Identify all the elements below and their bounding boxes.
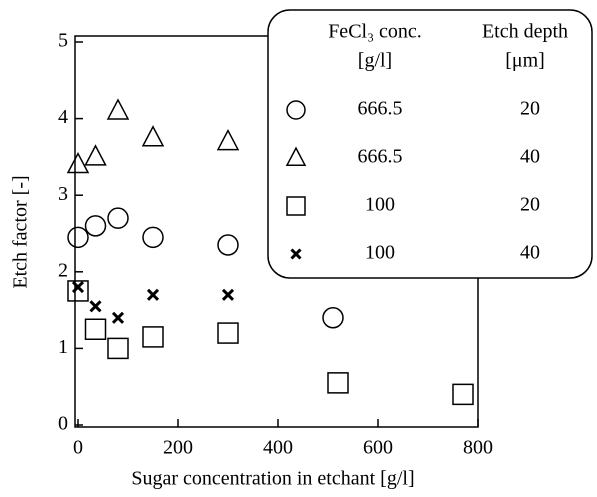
y-tick-label: 1: [58, 336, 68, 358]
square-marker: [217, 322, 239, 344]
circle-marker: [84, 215, 107, 237]
circle-marker: [286, 100, 306, 120]
y-tick-label: 4: [58, 106, 68, 128]
triangle-marker: [216, 128, 240, 151]
y-tick-label: 0: [58, 413, 68, 435]
x-tick-label: 200: [163, 437, 193, 459]
square-marker: [84, 318, 107, 340]
triangle-marker: [84, 144, 107, 166]
cross-marker: [290, 248, 302, 260]
legend-depth: 20: [520, 194, 540, 216]
triangle-marker: [141, 125, 165, 147]
square-marker: [286, 196, 306, 216]
legend-conc: 100: [365, 242, 395, 264]
square-marker: [327, 372, 349, 394]
square-marker: [67, 280, 89, 302]
legend-depth: 40: [520, 242, 540, 264]
legend-conc: 666.5: [358, 146, 403, 168]
triangle-marker: [66, 151, 90, 174]
square-marker: [142, 326, 164, 348]
legend-unit: [g/l]: [358, 50, 392, 72]
circle-marker: [322, 307, 344, 329]
y-axis-label: Etch factor [-]: [10, 175, 32, 288]
cross-marker: [111, 311, 125, 324]
legend-box: [267, 9, 593, 279]
y-tick-label: 3: [58, 183, 68, 205]
triangle-marker: [285, 146, 307, 166]
y-tick-label: 2: [58, 259, 68, 281]
legend-depth: 40: [520, 146, 540, 168]
x-tick-label: 800: [463, 437, 493, 459]
x-axis-label: Sugar concentration in etchant [g/l]: [131, 468, 414, 490]
square-marker: [107, 337, 129, 360]
cross-marker: [71, 281, 85, 294]
legend-conc: 666.5: [358, 98, 403, 120]
x-tick-label: 400: [263, 437, 293, 459]
circle-marker: [67, 226, 89, 249]
x-tick-label: 600: [363, 437, 393, 459]
circle-marker: [107, 207, 129, 229]
y-tick-label: 5: [58, 30, 68, 52]
cross-marker: [89, 300, 102, 313]
circle-marker: [142, 226, 164, 249]
square-marker: [452, 383, 474, 406]
legend-header: Etch depth: [482, 21, 568, 43]
legend-depth: 20: [520, 98, 540, 120]
legend-header: FeCl₃ conc.: [328, 21, 422, 43]
x-tick-label: 0: [73, 437, 83, 459]
legend-conc: 100: [365, 194, 395, 216]
circle-marker: [217, 234, 239, 256]
cross-marker: [146, 288, 160, 301]
triangle-marker: [106, 98, 130, 120]
legend-unit: [μm]: [505, 50, 545, 72]
cross-marker: [221, 288, 235, 301]
